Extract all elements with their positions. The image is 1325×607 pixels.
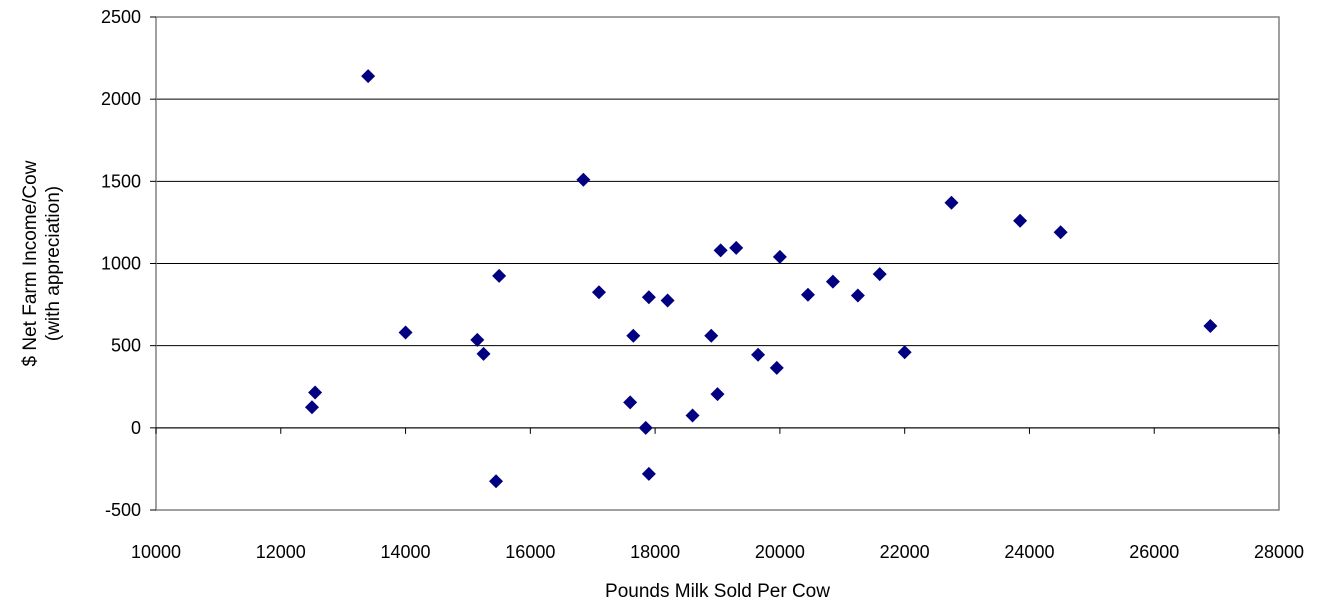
- y-tick-label: 2000: [101, 89, 141, 109]
- x-tick-label: 14000: [381, 542, 431, 562]
- y-axis-title-line-2: (with appreciation): [43, 186, 64, 341]
- data-point: [772, 249, 787, 264]
- data-point: [398, 325, 413, 340]
- x-axis-ticks: 10000 12000 14000 16000 18000 20000 22000 24000…: [131, 427, 1304, 562]
- data-point: [769, 360, 784, 375]
- data-point: [944, 195, 959, 210]
- x-tick-label: 28000: [1254, 542, 1304, 562]
- data-point: [476, 346, 491, 361]
- data-point: [308, 385, 323, 400]
- y-tick-label: 1500: [101, 171, 141, 191]
- data-point: [470, 332, 485, 347]
- y-tick-label: -500: [105, 500, 141, 520]
- data-point: [361, 69, 376, 84]
- data-point: [729, 240, 744, 255]
- x-tick-label: 12000: [256, 542, 306, 562]
- data-point: [710, 387, 725, 402]
- data-point: [492, 268, 507, 283]
- x-axis-title: Pounds Milk Sold Per Cow: [605, 581, 830, 602]
- data-point: [638, 420, 653, 435]
- x-tick-label: 18000: [630, 542, 680, 562]
- x-tick-label: 24000: [1004, 542, 1054, 562]
- data-point: [641, 290, 656, 305]
- y-tick-label: 2500: [101, 7, 141, 27]
- data-point: [685, 408, 700, 423]
- y-axis-title-line-1: $ Net Farm Income/Cow: [20, 160, 41, 366]
- y-tick-label: 500: [111, 336, 141, 356]
- data-point: [1053, 225, 1068, 240]
- data-point: [800, 287, 815, 302]
- data-point: [850, 288, 865, 303]
- data-point: [1203, 318, 1218, 333]
- data-point: [626, 328, 641, 343]
- data-point: [304, 400, 319, 415]
- y-tick-label: 1000: [101, 254, 141, 274]
- data-point: [751, 347, 766, 362]
- data-point: [897, 345, 912, 360]
- data-point: [623, 395, 638, 410]
- data-point: [641, 466, 656, 481]
- x-tick-label: 20000: [755, 542, 805, 562]
- gridlines: [156, 98, 1279, 429]
- x-tick-label: 16000: [505, 542, 555, 562]
- data-points: [304, 69, 1218, 489]
- data-point: [576, 172, 591, 187]
- x-tick-label: 22000: [880, 542, 930, 562]
- data-point: [872, 267, 887, 282]
- data-point: [825, 274, 840, 289]
- data-point: [1013, 213, 1028, 228]
- y-axis-ticks: -500 0 500 1000 1500 2000 2500: [101, 7, 156, 520]
- x-tick-label: 10000: [131, 542, 181, 562]
- data-point: [713, 243, 728, 258]
- data-point: [704, 328, 719, 343]
- data-point: [489, 474, 504, 489]
- x-tick-label: 26000: [1129, 542, 1179, 562]
- data-point: [660, 293, 675, 308]
- y-tick-label: 0: [131, 418, 141, 438]
- data-point: [591, 285, 606, 300]
